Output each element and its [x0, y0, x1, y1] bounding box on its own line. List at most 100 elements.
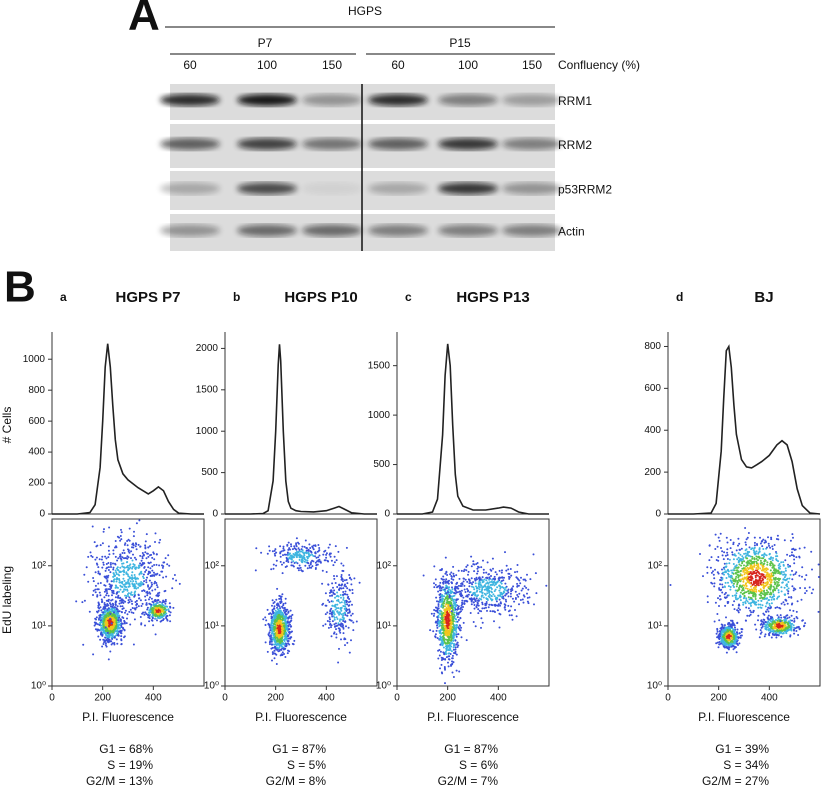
density-dot [504, 551, 506, 553]
density-dot [448, 665, 450, 667]
density-dot [447, 617, 449, 619]
density-dot [141, 573, 143, 575]
density-dot [435, 607, 437, 609]
blot-label: RRM2 [558, 138, 592, 152]
density-dot [152, 601, 154, 603]
density-dot [449, 659, 451, 661]
density-dot [287, 612, 289, 614]
density-dot [306, 552, 308, 554]
density-dot [108, 550, 110, 552]
y-axis-label: # Cells [0, 407, 14, 444]
density-dot [451, 600, 453, 602]
density-dot [445, 653, 447, 655]
density-dot [309, 554, 311, 556]
density-dot [108, 615, 110, 617]
density-dot [438, 649, 440, 651]
density-dot [98, 602, 100, 604]
density-dot [144, 544, 146, 546]
density-dot [119, 615, 121, 617]
density-dot [288, 640, 290, 642]
density-dot [764, 635, 766, 637]
density-dot [423, 575, 425, 577]
density-dot [453, 629, 455, 631]
density-dot [131, 571, 133, 573]
density-dot [102, 639, 104, 641]
density-dot [114, 636, 116, 638]
density-dot [304, 561, 306, 563]
density-dot [81, 601, 83, 603]
density-dot [325, 623, 327, 625]
density-dot [533, 603, 535, 605]
density-dot [108, 607, 110, 609]
density-dot [119, 579, 121, 581]
density-dot [768, 615, 770, 617]
density-dot [276, 641, 278, 643]
blot-band [302, 225, 362, 237]
density-dot [488, 587, 490, 589]
density-dot [138, 519, 140, 521]
density-dot [103, 612, 105, 614]
density-dot [270, 636, 272, 638]
density-dot [123, 549, 125, 551]
density-dot [447, 605, 449, 607]
density-dot [135, 581, 137, 583]
density-dot [106, 623, 108, 625]
density-dot [147, 546, 149, 548]
density-dot [101, 559, 103, 561]
density-dot [345, 591, 347, 593]
subpanel-letter: a [60, 290, 67, 304]
density-dot [151, 590, 153, 592]
density-dot [111, 628, 113, 630]
density-dot [106, 557, 108, 559]
density-dot [334, 619, 336, 621]
density-dot [461, 590, 463, 592]
phase-stat: G1 = 87% [444, 742, 498, 756]
density-dot [106, 576, 108, 578]
density-dot [736, 633, 738, 635]
density-dot [444, 599, 446, 601]
density-dot [348, 627, 350, 629]
y-tick-label: 200 [28, 478, 45, 489]
density-dot [791, 620, 793, 622]
density-dot [154, 589, 156, 591]
density-dot [504, 595, 506, 597]
density-dot [455, 640, 457, 642]
density-dot [478, 583, 480, 585]
density-dot [490, 584, 492, 586]
density-dot [95, 571, 97, 573]
blot-band [368, 94, 428, 106]
y-tick-label: 1000 [368, 410, 391, 421]
density-dot [282, 548, 284, 550]
density-dot [521, 590, 523, 592]
density-dot [473, 564, 475, 566]
density-dot [106, 646, 108, 648]
density-dot [138, 605, 140, 607]
density-dot [487, 573, 489, 575]
density-dot [94, 589, 96, 591]
density-dot [276, 649, 278, 651]
density-dot [501, 580, 503, 582]
density-dot [166, 563, 168, 565]
density-dot [143, 555, 145, 557]
density-dot [165, 613, 167, 615]
density-dot [344, 602, 346, 604]
density-dot [436, 616, 438, 618]
density-dot [451, 610, 453, 612]
density-dot [332, 587, 334, 589]
density-dot [445, 557, 447, 559]
density-dot [452, 655, 454, 657]
density-dot [115, 601, 117, 603]
density-dot [338, 584, 340, 586]
density-dot [164, 603, 166, 605]
density-dot [119, 540, 121, 542]
density-dot [486, 610, 488, 612]
density-dot [457, 616, 459, 618]
density-dot [785, 632, 787, 634]
density-dot [336, 592, 338, 594]
density-dot [147, 566, 149, 568]
density-dot [290, 545, 292, 547]
density-dot [290, 619, 292, 621]
density-dot [754, 624, 756, 626]
density-dot [116, 592, 118, 594]
density-dot [501, 583, 503, 585]
